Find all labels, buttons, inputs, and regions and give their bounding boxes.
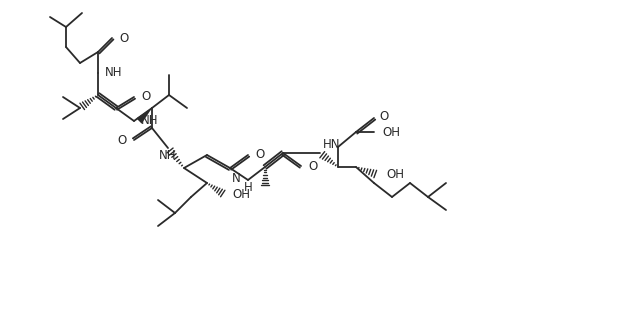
Text: O: O (119, 32, 129, 45)
Text: NH: NH (159, 149, 177, 162)
Text: NH: NH (105, 67, 122, 80)
Text: O: O (141, 91, 150, 103)
Polygon shape (136, 108, 152, 124)
Text: O: O (118, 134, 127, 146)
Text: O: O (308, 159, 318, 172)
Text: NH: NH (141, 114, 159, 127)
Text: HN: HN (323, 138, 340, 151)
Text: O: O (255, 149, 264, 161)
Text: OH: OH (386, 169, 404, 182)
Text: O: O (379, 110, 388, 123)
Text: OH: OH (382, 126, 400, 139)
Text: N: N (232, 172, 241, 185)
Text: OH: OH (232, 188, 250, 201)
Text: H: H (244, 181, 253, 194)
